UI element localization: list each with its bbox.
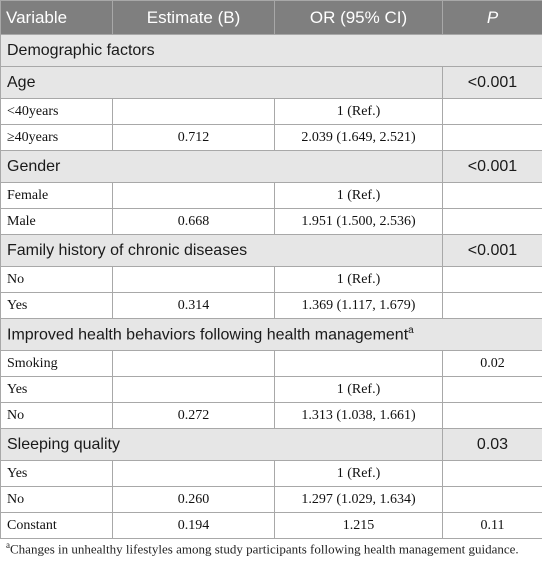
row-or: 1 (Ref.) xyxy=(274,460,443,487)
row-p xyxy=(442,182,542,209)
table-header-row: Variable Estimate (B) OR (95% CI) P xyxy=(0,0,542,35)
row-p xyxy=(442,460,542,487)
section-label-sleeping-quality: Sleeping quality xyxy=(0,428,443,461)
section-label-demographic: Demographic factors xyxy=(0,34,542,67)
row-label: No xyxy=(0,486,113,513)
table-row: No 0.272 1.313 (1.038, 1.661) xyxy=(0,402,542,429)
header-or: OR (95% CI) xyxy=(274,0,443,35)
section-p-sleeping-quality: 0.03 xyxy=(442,428,542,461)
row-estimate: 0.194 xyxy=(112,512,275,539)
row-label: Female xyxy=(0,182,113,209)
row-estimate: 0.668 xyxy=(112,208,275,235)
row-p xyxy=(442,98,542,125)
row-estimate xyxy=(112,350,275,377)
row-or: 1 (Ref.) xyxy=(274,266,443,293)
row-estimate xyxy=(112,460,275,487)
row-or: 1.951 (1.500, 2.536) xyxy=(274,208,443,235)
table-row: Female 1 (Ref.) xyxy=(0,182,542,209)
header-estimate: Estimate (B) xyxy=(112,0,275,35)
row-label: No xyxy=(0,266,113,293)
table-row: <40years 1 (Ref.) xyxy=(0,98,542,125)
table-row: Constant 0.194 1.215 0.11 xyxy=(0,512,542,539)
row-or: 1 (Ref.) xyxy=(274,98,443,125)
row-estimate xyxy=(112,376,275,403)
row-or: 1.313 (1.038, 1.661) xyxy=(274,402,443,429)
row-estimate: 0.260 xyxy=(112,486,275,513)
footnote-marker-sup: a xyxy=(408,324,414,336)
row-label: ≥40years xyxy=(0,124,113,151)
row-label: Yes xyxy=(0,460,113,487)
table-row: Yes 1 (Ref.) xyxy=(0,460,542,487)
row-label: Yes xyxy=(0,292,113,319)
section-row-family-history: Family history of chronic diseases <0.00… xyxy=(0,234,542,267)
section-row-health-behaviors: Improved health behaviors following heal… xyxy=(0,318,542,351)
section-label-health-behaviors-text: Improved health behaviors following heal… xyxy=(7,326,409,344)
row-p xyxy=(442,402,542,429)
table-row: ≥40years 0.712 2.039 (1.649, 2.521) xyxy=(0,124,542,151)
footnote-text: Changes in unhealthy lifestyles among st… xyxy=(10,541,519,557)
row-or: 1 (Ref.) xyxy=(274,182,443,209)
row-or xyxy=(274,350,443,377)
row-label: Male xyxy=(0,208,113,235)
footnote-marker: a xyxy=(6,540,10,550)
section-row-gender: Gender <0.001 xyxy=(0,150,542,183)
section-row-sleeping-quality: Sleeping quality 0.03 xyxy=(0,428,542,461)
table-row: No 1 (Ref.) xyxy=(0,266,542,293)
section-p-family-history: <0.001 xyxy=(442,234,542,267)
section-label-gender: Gender xyxy=(0,150,443,183)
row-estimate xyxy=(112,182,275,209)
row-p xyxy=(442,486,542,513)
row-or: 1 (Ref.) xyxy=(274,376,443,403)
row-estimate xyxy=(112,266,275,293)
row-or: 2.039 (1.649, 2.521) xyxy=(274,124,443,151)
section-label-age: Age xyxy=(0,66,443,99)
header-p: P xyxy=(442,0,542,35)
table-row: Yes 0.314 1.369 (1.117, 1.679) xyxy=(0,292,542,319)
section-row-age: Age <0.001 xyxy=(0,66,542,99)
header-variable: Variable xyxy=(0,0,113,35)
row-p xyxy=(442,208,542,235)
row-label: <40years xyxy=(0,98,113,125)
row-or: 1.297 (1.029, 1.634) xyxy=(274,486,443,513)
section-p-age: <0.001 xyxy=(442,66,542,99)
row-label: Yes xyxy=(0,376,113,403)
regression-table: Variable Estimate (B) OR (95% CI) P Demo… xyxy=(0,0,542,539)
row-p: 0.11 xyxy=(442,512,542,539)
row-estimate: 0.272 xyxy=(112,402,275,429)
section-label-health-behaviors: Improved health behaviors following heal… xyxy=(0,318,542,351)
row-p xyxy=(442,266,542,293)
row-estimate: 0.314 xyxy=(112,292,275,319)
row-p: 0.02 xyxy=(442,350,542,377)
table-row: Smoking 0.02 xyxy=(0,350,542,377)
row-or: 1.369 (1.117, 1.679) xyxy=(274,292,443,319)
row-p xyxy=(442,376,542,403)
row-estimate xyxy=(112,98,275,125)
row-label: Smoking xyxy=(0,350,113,377)
section-row-demographic: Demographic factors xyxy=(0,34,542,67)
row-estimate: 0.712 xyxy=(112,124,275,151)
row-label: Constant xyxy=(0,512,113,539)
row-or: 1.215 xyxy=(274,512,443,539)
table-row: Male 0.668 1.951 (1.500, 2.536) xyxy=(0,208,542,235)
table-row: No 0.260 1.297 (1.029, 1.634) xyxy=(0,486,542,513)
row-label: No xyxy=(0,402,113,429)
section-p-gender: <0.001 xyxy=(442,150,542,183)
row-p xyxy=(442,292,542,319)
table-footnote: aChanges in unhealthy lifestyles among s… xyxy=(6,537,538,557)
section-label-family-history: Family history of chronic diseases xyxy=(0,234,443,267)
row-p xyxy=(442,124,542,151)
table-row: Yes 1 (Ref.) xyxy=(0,376,542,403)
